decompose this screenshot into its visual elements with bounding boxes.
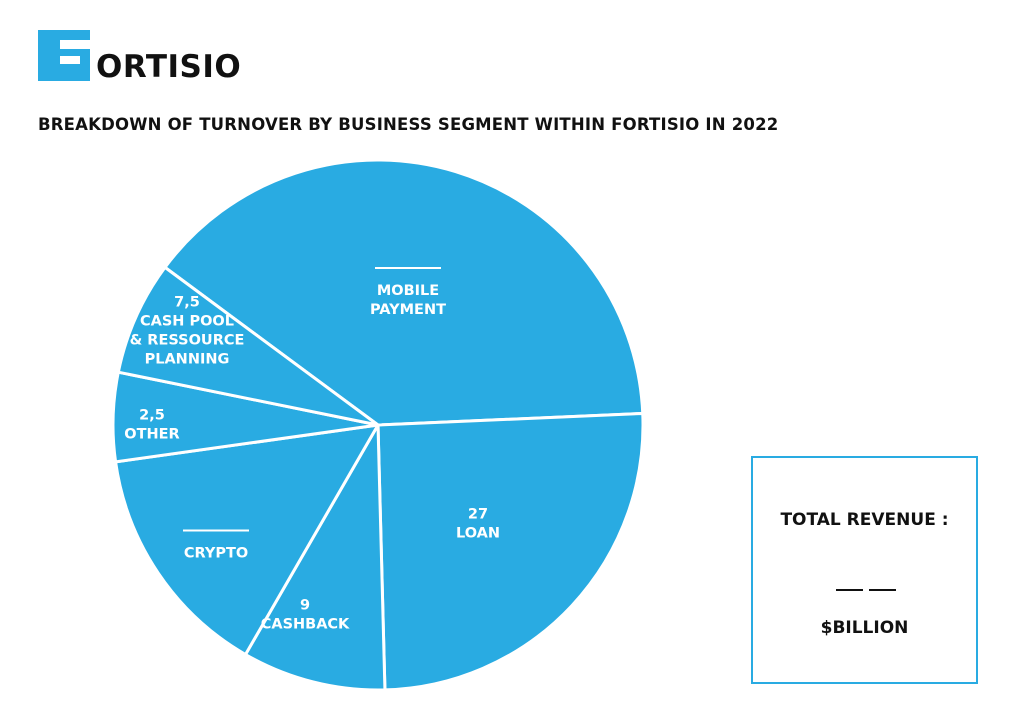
- total-revenue-label: TOTAL REVENUE :: [780, 510, 949, 530]
- chart-title: BREAKDOWN OF TURNOVER BY BUSINESS SEGMEN…: [38, 115, 779, 134]
- total-revenue-unit: $BILLION: [820, 618, 909, 638]
- pie-slice-crypto: [114, 423, 380, 656]
- slice-category-label: PLANNING: [145, 352, 230, 368]
- slice-category-label: OTHER: [124, 427, 179, 443]
- total-revenue-blank: [836, 589, 896, 591]
- slice-value-label: 7,5: [174, 295, 200, 311]
- pie-slice-mobile-payment: [163, 158, 645, 427]
- slice-category-label: CASHBACK: [261, 617, 350, 633]
- pie-slice-cashback: [244, 423, 387, 692]
- total-revenue-box: TOTAL REVENUE : $BILLION: [751, 456, 978, 684]
- slice-category-label: MOBILE: [377, 283, 439, 299]
- slice-category-label: CRYPTO: [184, 546, 248, 562]
- fortisio-logo-mark: [38, 30, 90, 81]
- blank-line: [869, 589, 896, 591]
- slice-value-label: 27: [468, 507, 488, 523]
- fortisio-logo: ORTISIO: [38, 30, 258, 90]
- slice-value-label: 2,5: [139, 408, 165, 424]
- pie-slice-loan: [376, 411, 645, 692]
- logo-wordmark: ORTISIO: [96, 49, 242, 85]
- blank-line: [836, 589, 863, 591]
- pie-slice-cash-pool-ressource-planning: [116, 265, 380, 427]
- slice-value-label: 9: [300, 598, 310, 614]
- slice-category-label: CASH POOL: [140, 314, 234, 330]
- slice-category-label: PAYMENT: [370, 302, 446, 318]
- slice-category-label: & RESSOURCE: [130, 333, 245, 349]
- slice-category-label: LOAN: [456, 526, 500, 542]
